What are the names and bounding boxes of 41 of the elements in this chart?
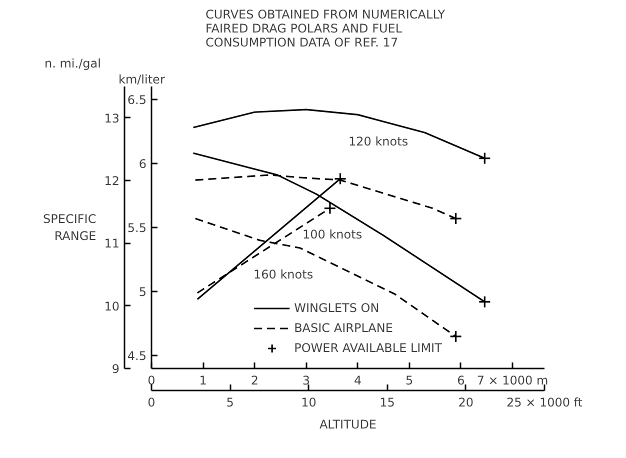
point	[478, 296, 491, 308]
chart-title: CURVES OBTAINED FROM NUMERICALLY FAIRED DRAG POLARS AND FUEL CONSUMPTION DATA OF REF. 17	[206, 8, 446, 50]
y2-tick-label: 10	[104, 299, 120, 314]
annotation: 160 knots	[254, 268, 314, 282]
x2-tick-label: 5	[226, 396, 234, 410]
y-tick-label: 6	[138, 156, 147, 171]
y-tick-label: 5	[138, 285, 147, 300]
legend-label: BASIC AIRPLANE	[294, 321, 393, 335]
x2-tick-label: 10	[301, 396, 316, 410]
point	[449, 212, 462, 225]
x-axis-title: ALTITUDE	[319, 418, 377, 432]
x2-tick-label: 25 × 1000 ft	[506, 396, 583, 410]
y2-tick-label: 9	[112, 362, 120, 376]
annotation: 120 knots	[348, 134, 408, 148]
y-tick-label: 6.5	[127, 92, 147, 107]
x-tick-label: 3	[302, 374, 310, 388]
x-tick-label: 6	[457, 374, 465, 388]
x2-tick-label: 20	[458, 396, 474, 410]
x2-tick-label: 15	[380, 396, 395, 410]
x2-tick-label: 0	[148, 396, 156, 410]
legend-label: WINGLETS ON	[294, 301, 380, 315]
x-tick-label: 7 × 1000 m	[476, 374, 548, 388]
legend-label: POWER AVAILABLE LIMIT	[294, 341, 442, 355]
point	[334, 172, 347, 186]
x-tick-label: 0	[148, 374, 156, 388]
y-tick-label: 4.5	[127, 349, 147, 364]
y-tick-label: 5.5	[127, 221, 147, 235]
x-tick-label: 5	[406, 374, 414, 388]
annotation: 100 knots	[302, 228, 362, 242]
y2-tick-label: 13	[104, 111, 120, 126]
point	[449, 330, 462, 343]
text: n. mi./gal	[44, 56, 101, 70]
point	[324, 202, 336, 215]
y2-tick-label: 12	[104, 174, 120, 188]
x-tick-label: 2	[250, 374, 258, 388]
y2-axis-title: SPECIFIC RANGE	[43, 212, 96, 243]
text: km/liter	[118, 72, 165, 86]
x-tick-label: 1	[199, 374, 207, 388]
x-tick-label: 4	[354, 374, 362, 388]
point	[478, 152, 491, 165]
y2-tick-label: 11	[104, 236, 120, 251]
